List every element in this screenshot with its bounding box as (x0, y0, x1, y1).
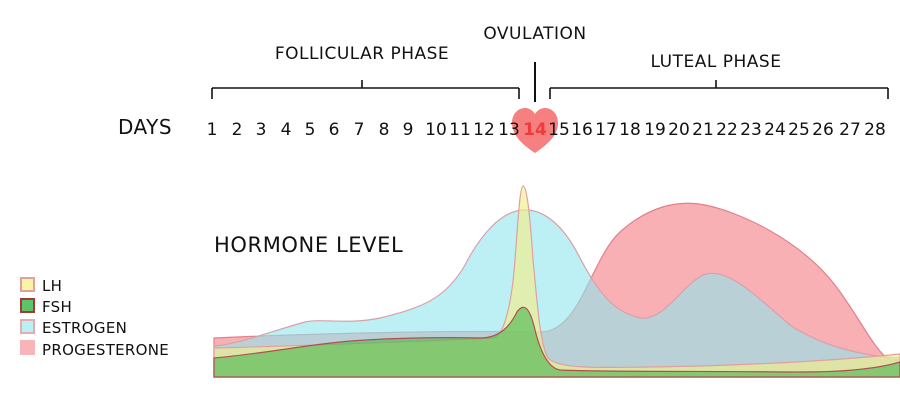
legend-item-fsh: FSH (20, 298, 72, 316)
day-16: 16 (571, 120, 593, 140)
estrogen-curve (213, 209, 900, 378)
days-label: DAYS (118, 115, 172, 139)
day-2: 2 (232, 120, 243, 140)
legend-swatch-progesterone (20, 340, 35, 355)
day-6: 6 (329, 120, 340, 140)
hormone-curves (213, 185, 900, 378)
day-12: 12 (473, 120, 495, 140)
day-28: 28 (864, 120, 886, 140)
day-8: 8 (379, 120, 390, 140)
day-26: 26 (812, 120, 834, 140)
legend-swatch-estrogen (20, 319, 35, 334)
day-14: 14 (523, 120, 547, 140)
follicular-bracket (211, 80, 520, 99)
day-5: 5 (305, 120, 316, 140)
follicular-phase-label: FOLLICULAR PHASE (275, 44, 449, 64)
legend-label-fsh: FSH (42, 298, 72, 316)
legend-item-estrogen: ESTROGEN (20, 319, 127, 337)
legend-swatch-fsh (20, 298, 35, 313)
luteal-bracket (549, 80, 889, 99)
day-22: 22 (716, 120, 738, 140)
day-3: 3 (256, 120, 267, 140)
heart-icon (512, 108, 558, 153)
day-23: 23 (740, 120, 762, 140)
day-numbers: 1 2 3 4 5 6 7 8 9 10 11 12 13 14 15 16 17 18 19 20 21 22 23 24 2… (207, 120, 886, 140)
hormone-level-title: HORMONE LEVEL (214, 233, 403, 257)
legend-swatch-lh (20, 277, 35, 292)
day-25: 25 (788, 120, 810, 140)
day-19: 19 (644, 120, 666, 140)
legend-item-progesterone: PROGESTERONE (20, 340, 169, 359)
day-10: 10 (425, 120, 447, 140)
day-21: 21 (692, 120, 714, 140)
day-1: 1 (207, 120, 218, 140)
day-4: 4 (281, 120, 292, 140)
legend-label-estrogen: ESTROGEN (42, 319, 127, 337)
day-9: 9 (403, 120, 414, 140)
ovulation-label: OVULATION (483, 24, 586, 44)
legend-label-progesterone: PROGESTERONE (42, 341, 169, 359)
legend-item-lh: LH (20, 277, 62, 295)
day-15: 15 (548, 120, 570, 140)
day-7: 7 (354, 120, 365, 140)
day-11: 11 (449, 120, 471, 140)
day-24: 24 (764, 120, 786, 140)
day-13: 13 (498, 120, 520, 140)
day-18: 18 (619, 120, 641, 140)
fsh-curve (213, 306, 900, 378)
day-20: 20 (668, 120, 690, 140)
day-27: 27 (839, 120, 861, 140)
luteal-phase-label: LUTEAL PHASE (651, 52, 782, 72)
legend: LH FSH ESTROGEN PROGESTERONE (20, 277, 169, 359)
day-17: 17 (595, 120, 617, 140)
legend-label-lh: LH (42, 277, 62, 295)
